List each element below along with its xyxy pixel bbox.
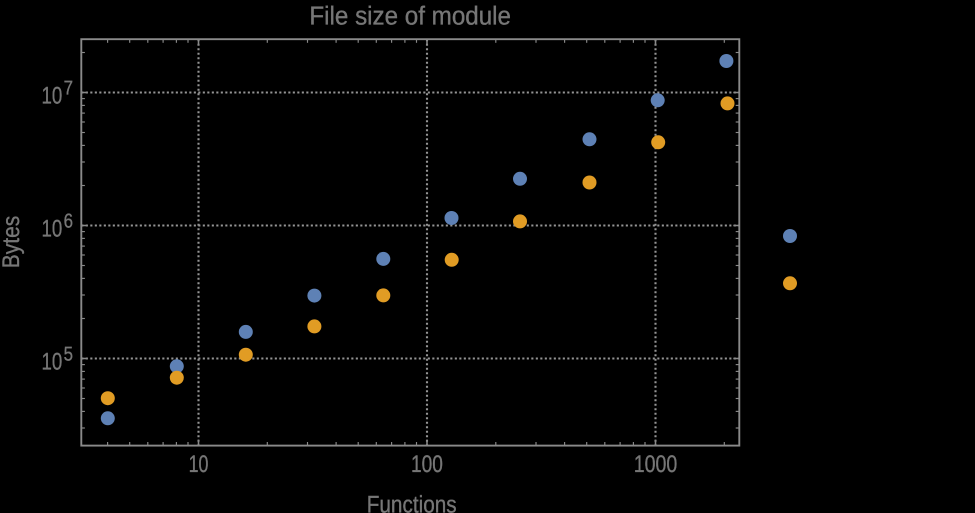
svg-text:Functions: Functions xyxy=(367,492,457,513)
svg-text:7: 7 xyxy=(64,78,73,100)
svg-text:5: 5 xyxy=(64,344,73,366)
svg-text:10: 10 xyxy=(189,451,209,478)
svg-text:100: 100 xyxy=(411,451,443,478)
svg-text:File size of module: File size of module xyxy=(309,1,511,31)
svg-text:10: 10 xyxy=(42,216,63,243)
svg-text:Bytes: Bytes xyxy=(0,216,25,269)
svg-text:6: 6 xyxy=(64,211,73,233)
svg-text:1000: 1000 xyxy=(634,451,678,478)
svg-text:10: 10 xyxy=(42,349,63,376)
svg-text:10: 10 xyxy=(42,83,63,110)
